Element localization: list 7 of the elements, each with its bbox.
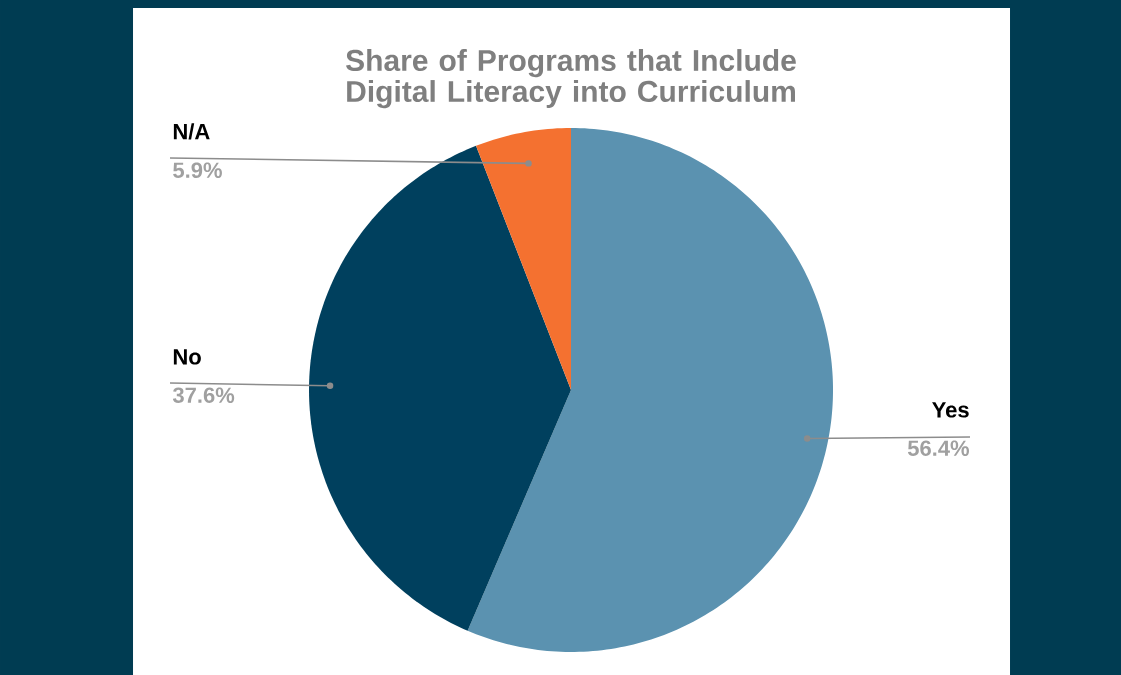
- slice-label: No: [173, 349, 201, 365]
- data-label: 56.4%: [907, 440, 970, 456]
- slice-label: Yes: [932, 402, 969, 418]
- data-label: 37.6%: [172, 387, 235, 404]
- slice-label: N/A: [173, 123, 210, 140]
- data-label: 5.9%: [173, 162, 222, 178]
- chart-title: Share of Programs that Include Digital Literacy into Curriculum: [346, 49, 796, 109]
